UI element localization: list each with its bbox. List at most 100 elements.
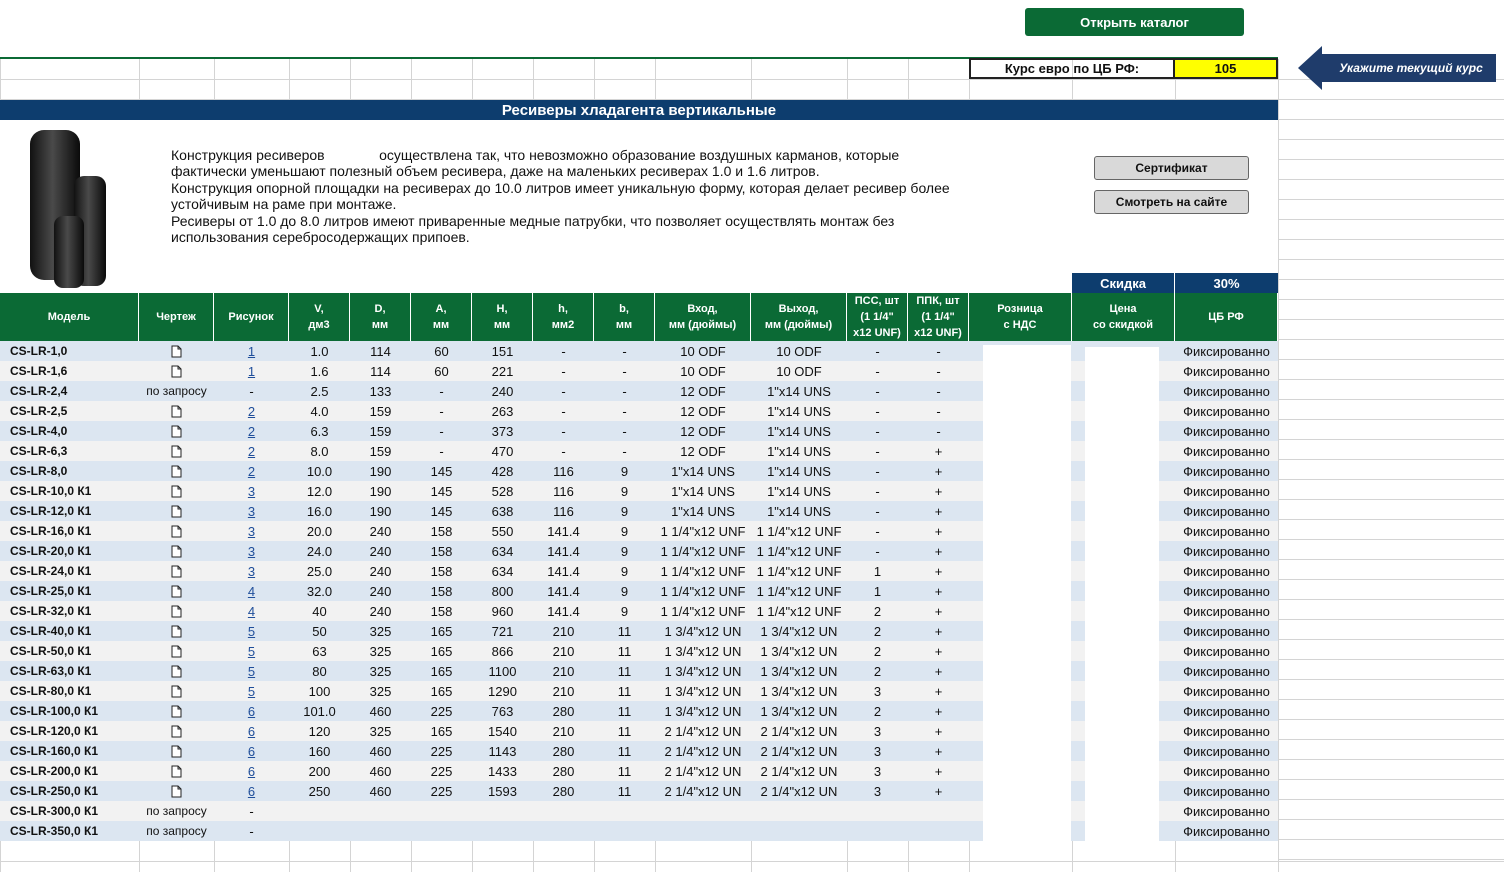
drawing-icon[interactable]	[139, 661, 214, 681]
drawing-icon[interactable]	[139, 781, 214, 801]
doc-icon[interactable]	[171, 785, 182, 798]
figure-link[interactable]: 5	[247, 643, 256, 659]
table-cell: 763	[491, 703, 514, 719]
figure-link[interactable]: 4	[247, 583, 256, 599]
table-cell: +	[934, 583, 943, 599]
drawing-icon[interactable]	[139, 621, 214, 641]
figure-link[interactable]: 3	[247, 543, 256, 559]
table-cell: 12 ODF	[680, 423, 726, 439]
drawing-cell: по запросу	[146, 804, 207, 818]
figure-link[interactable]: 1	[247, 363, 256, 379]
table-cell: 11	[617, 743, 632, 759]
figure-link[interactable]: 6	[247, 783, 256, 799]
grid-line	[1278, 539, 1504, 540]
doc-icon[interactable]	[171, 685, 182, 698]
doc-icon[interactable]	[171, 585, 182, 598]
table-cell: 25.0	[306, 563, 333, 579]
drawing-icon[interactable]	[139, 561, 214, 581]
doc-icon[interactable]	[171, 645, 182, 658]
figure-link[interactable]: 2	[247, 403, 256, 419]
figure-link[interactable]: 3	[247, 563, 256, 579]
rate-value[interactable]: 105	[1175, 58, 1278, 79]
drawing-icon[interactable]	[139, 601, 214, 621]
doc-icon[interactable]	[171, 765, 182, 778]
table-cell: 2	[873, 623, 882, 639]
figure-link[interactable]: 1	[247, 343, 256, 359]
doc-icon[interactable]	[171, 665, 182, 678]
table-cell: 221	[491, 363, 514, 379]
drawing-icon[interactable]	[139, 501, 214, 521]
drawing-icon[interactable]	[139, 361, 214, 381]
drawing-icon[interactable]	[139, 401, 214, 421]
drawing-icon[interactable]	[139, 341, 214, 361]
drawing-icon[interactable]	[139, 441, 214, 461]
figure-link[interactable]: 2	[247, 443, 256, 459]
figure-link[interactable]: 6	[247, 723, 256, 739]
drawing-icon[interactable]	[139, 701, 214, 721]
drawing-icon[interactable]	[139, 581, 214, 601]
figure-link[interactable]: 3	[247, 523, 256, 539]
doc-icon[interactable]	[171, 745, 182, 758]
table-cell: -	[875, 463, 880, 479]
table-cell: 9	[620, 603, 629, 619]
doc-icon[interactable]	[171, 365, 182, 378]
model-cell: CS-LR-80,0 К1	[10, 684, 92, 698]
column-header: ПСС, шт (1 1/4" x12 UNF)	[847, 293, 908, 341]
discount-value[interactable]: 30%	[1175, 273, 1278, 293]
grid-line	[1278, 779, 1504, 780]
table-cell: +	[934, 563, 943, 579]
table-cell: 280	[552, 703, 575, 719]
figure-link[interactable]: 5	[247, 663, 256, 679]
doc-icon[interactable]	[171, 725, 182, 738]
figure-link[interactable]: 5	[247, 683, 256, 699]
figure-link[interactable]: 2	[247, 423, 256, 439]
table-cell: 11	[617, 623, 632, 639]
doc-icon[interactable]	[171, 445, 182, 458]
figure-link[interactable]: 2	[247, 463, 256, 479]
drawing-icon[interactable]	[139, 521, 214, 541]
grid-line	[1278, 459, 1504, 460]
doc-icon[interactable]	[171, 345, 182, 358]
doc-icon[interactable]	[171, 425, 182, 438]
drawing-icon[interactable]	[139, 421, 214, 441]
doc-icon[interactable]	[171, 565, 182, 578]
row-background	[0, 341, 1278, 361]
doc-icon[interactable]	[171, 525, 182, 538]
doc-icon[interactable]	[171, 625, 182, 638]
doc-icon[interactable]	[171, 605, 182, 618]
doc-icon[interactable]	[171, 405, 182, 418]
figure-link[interactable]: 6	[247, 743, 256, 759]
doc-icon[interactable]	[171, 545, 182, 558]
table-cell: 1 1/4"x12 UNF	[756, 523, 842, 539]
drawing-icon[interactable]	[139, 541, 214, 561]
website-button[interactable]: Смотреть на сайте	[1094, 190, 1249, 214]
drawing-icon[interactable]	[139, 681, 214, 701]
figure-link[interactable]: 3	[247, 483, 256, 499]
doc-icon[interactable]	[171, 705, 182, 718]
table-cell: 550	[491, 523, 514, 539]
doc-icon[interactable]	[171, 485, 182, 498]
figure-link[interactable]: 6	[247, 703, 256, 719]
figure-link[interactable]: 6	[247, 763, 256, 779]
figure-link[interactable]: 5	[247, 623, 256, 639]
table-cell: 80	[312, 663, 327, 679]
doc-icon[interactable]	[171, 505, 182, 518]
table-cell: 141.4	[547, 523, 580, 539]
drawing-icon[interactable]	[139, 741, 214, 761]
model-cell: CS-LR-10,0 К1	[10, 484, 92, 498]
table-cell: 2 1/4"x12 UN	[760, 763, 838, 779]
drawing-icon[interactable]	[139, 481, 214, 501]
table-cell: 6.3	[310, 423, 329, 439]
table-cell: 3	[873, 763, 882, 779]
doc-icon[interactable]	[171, 465, 182, 478]
open-catalog-button[interactable]: Открыть каталог	[1025, 8, 1244, 36]
table-cell: 158	[430, 583, 453, 599]
table-cell: 40	[312, 603, 327, 619]
figure-link[interactable]: 3	[247, 503, 256, 519]
certificate-button[interactable]: Сертификат	[1094, 156, 1249, 180]
drawing-icon[interactable]	[139, 461, 214, 481]
drawing-icon[interactable]	[139, 641, 214, 661]
drawing-icon[interactable]	[139, 761, 214, 781]
figure-link[interactable]: 4	[247, 603, 256, 619]
drawing-icon[interactable]	[139, 721, 214, 741]
